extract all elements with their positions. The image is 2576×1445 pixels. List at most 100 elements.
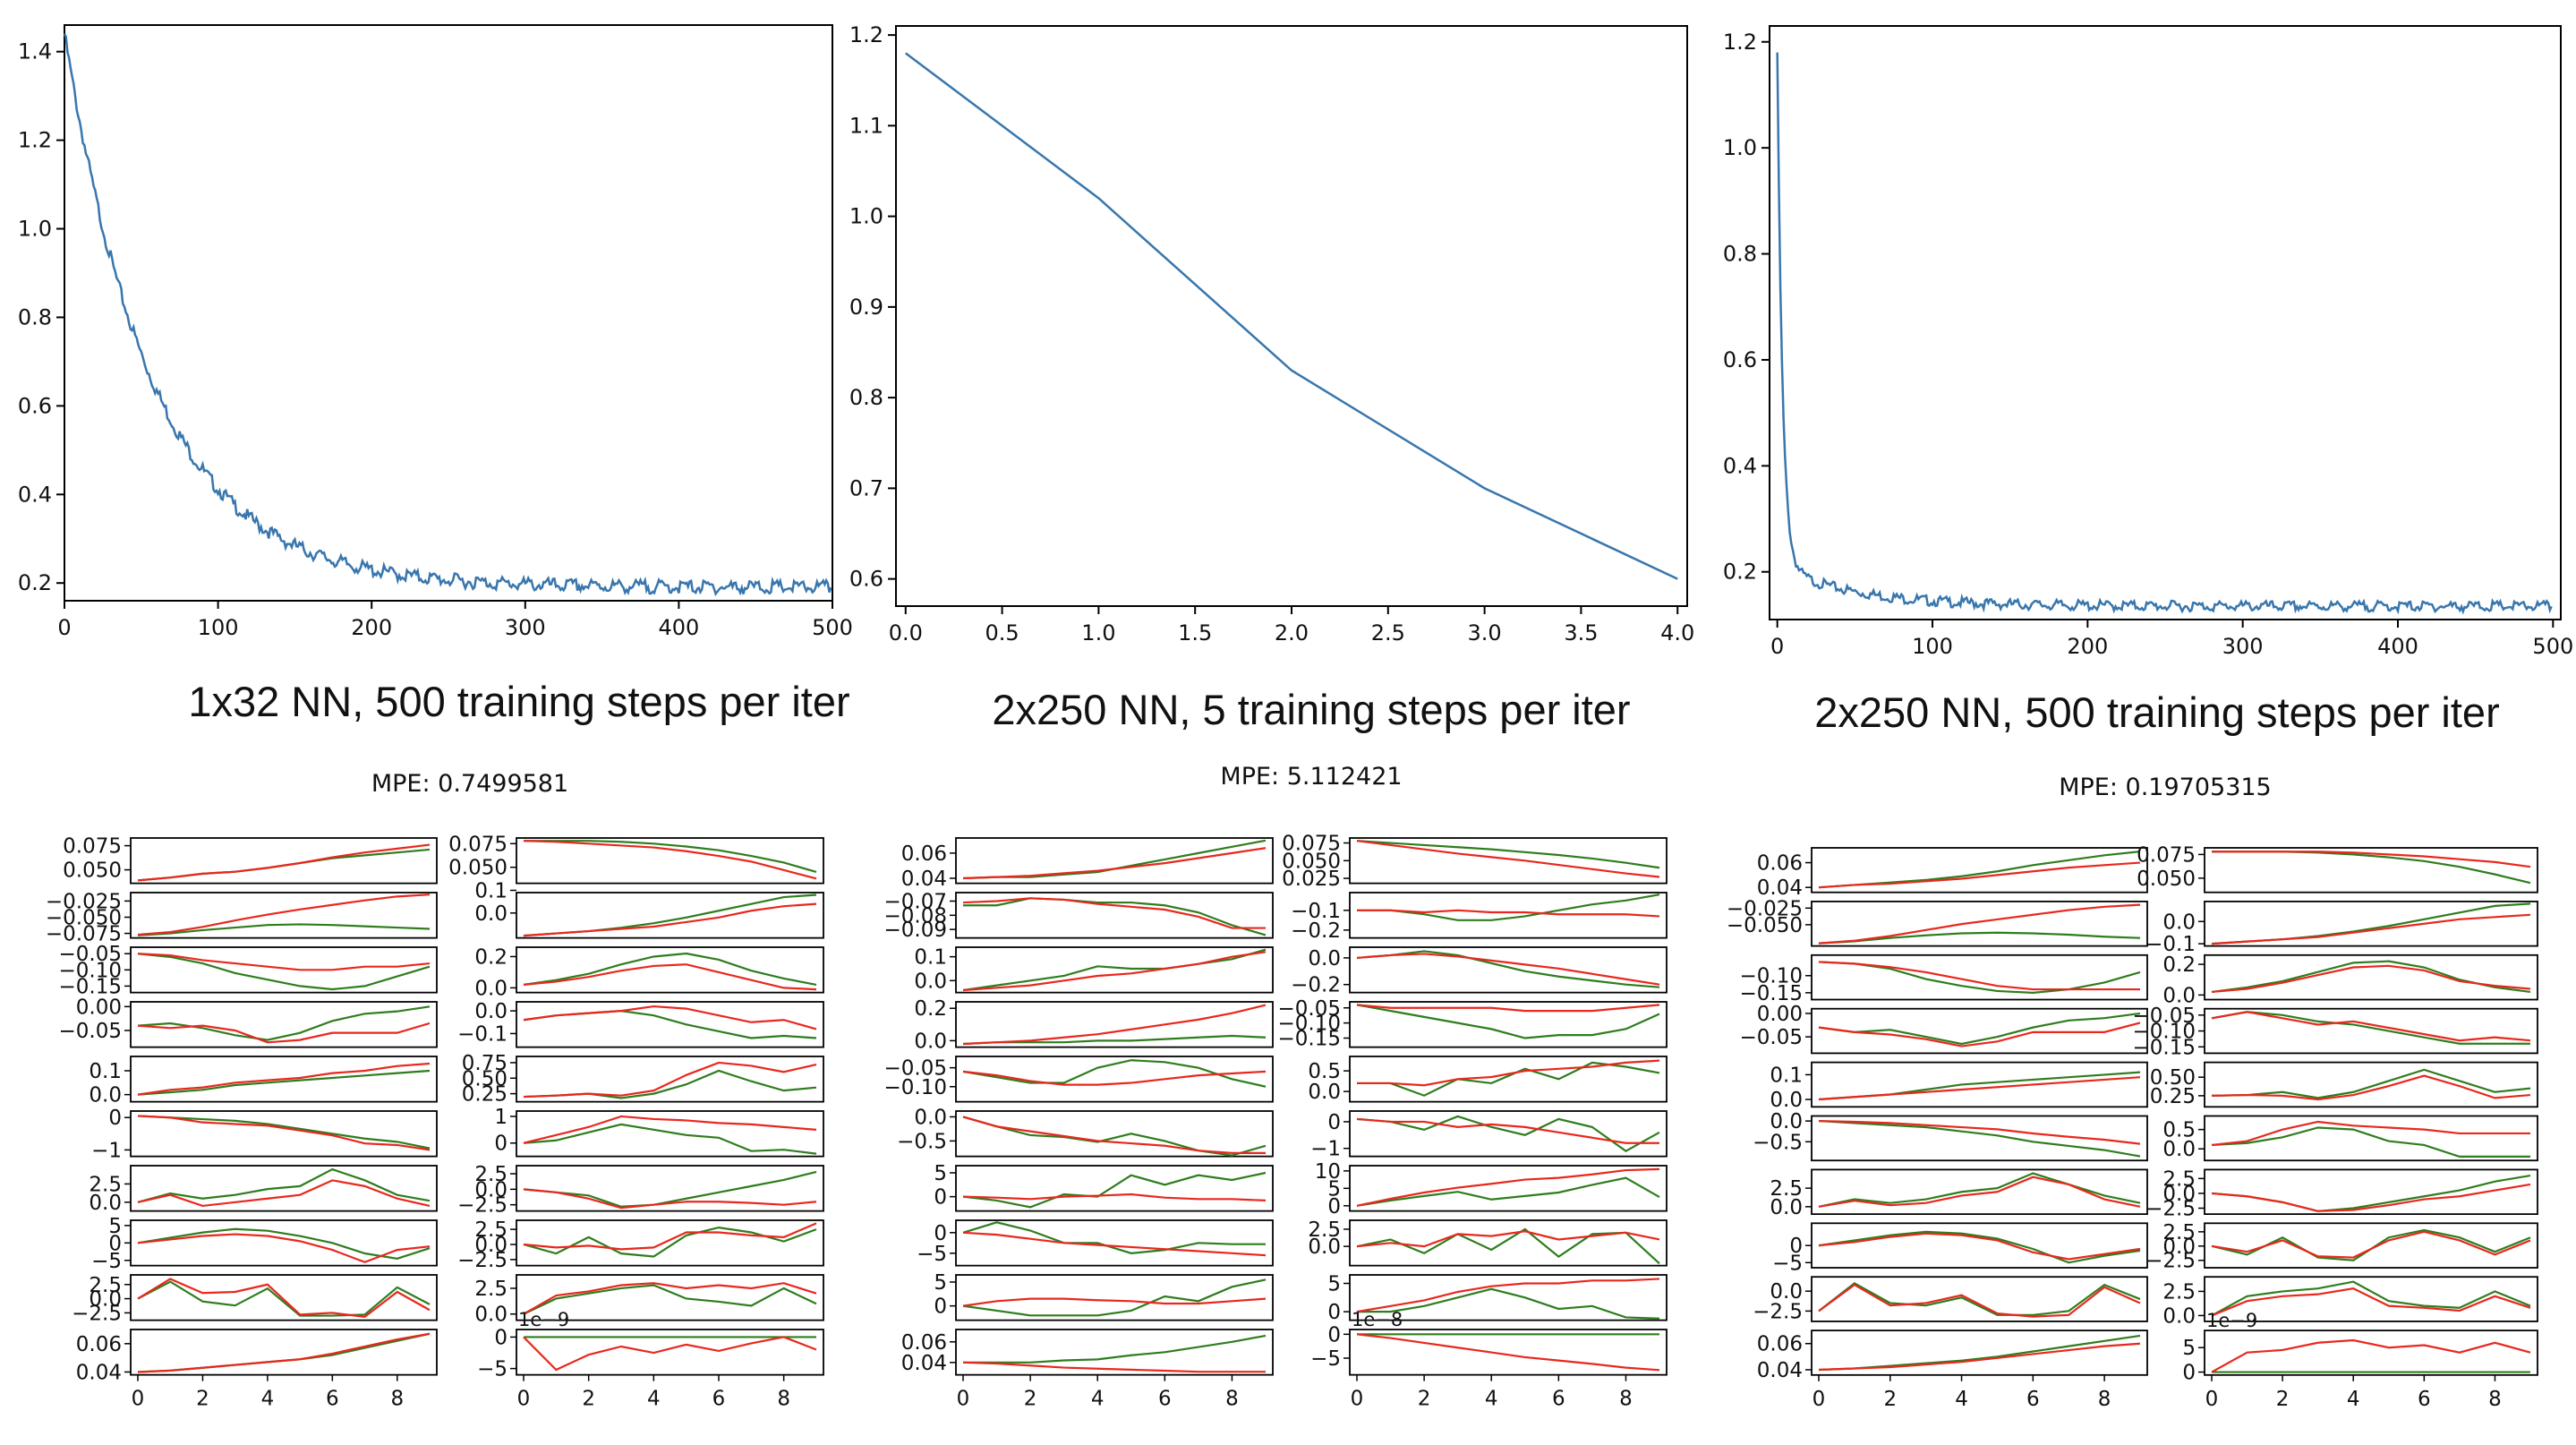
y-tick-label: 0.25 (462, 1083, 508, 1107)
y-tick-label: −1 (91, 1139, 122, 1162)
plot-frame (64, 24, 833, 602)
x-tick-label: 4 (261, 1388, 275, 1411)
red-series-line (2212, 851, 2531, 868)
red-series-line (2211, 1011, 2531, 1042)
green-series-line (1356, 1115, 1660, 1152)
subplot-r8-c2: −2.50.02.5 (457, 1218, 824, 1272)
subplot-r5-c1: 0.00.1 (1770, 1061, 2148, 1112)
x-tick-label: 0 (1770, 634, 1784, 659)
red-series-line (2211, 913, 2531, 945)
subplot-r7-c2: −2.50.02.5 (2145, 1167, 2538, 1220)
green-series-line (137, 923, 431, 936)
y-tick-label: −0.5 (1753, 1131, 1803, 1154)
loss-line (905, 52, 1678, 580)
y-tick-label: 0.075 (2137, 843, 2196, 867)
red-series-line (962, 1361, 1266, 1373)
y-tick-label: 0.0 (2162, 1236, 2196, 1259)
y-tick-label: −2.5 (2145, 1250, 2196, 1273)
green-series-line (137, 1005, 431, 1041)
subplot-frame (516, 1001, 824, 1048)
red-series-line (1818, 961, 2140, 991)
y-tick-label: 1.0 (849, 204, 883, 229)
x-tick-label: 0 (132, 1388, 145, 1411)
y-tick-label: 0.04 (1757, 1359, 1803, 1382)
y-tick-label: 0.5 (1308, 1060, 1341, 1083)
subplot-frame (1811, 1222, 2148, 1269)
y-tick-label: 0.0 (914, 970, 947, 993)
subplot-r7-c1: 0.02.5 (1770, 1168, 2148, 1219)
y-tick-label: 1.2 (18, 128, 52, 153)
y-tick-label: −0.050 (46, 906, 122, 929)
red-series-line (1356, 1230, 1660, 1248)
green-series-line (137, 1280, 431, 1317)
x-tick-label: 0.5 (985, 620, 1019, 646)
subplot-r4-c1: 0.00.2 (914, 997, 1274, 1053)
subplot-frame (130, 1329, 438, 1376)
scale-label: 1e−8 (1352, 1309, 1403, 1330)
green-series-line (1818, 961, 2141, 994)
y-tick-label: 0.0 (1770, 1089, 1803, 1112)
green-series-line (962, 1278, 1267, 1317)
y-tick-label: −5 (477, 1358, 508, 1381)
red-series-line (1818, 861, 2141, 889)
red-series-line (137, 1062, 431, 1096)
x-tick-label: 200 (2067, 634, 2108, 659)
subplot-frame (1349, 1329, 1668, 1376)
y-tick-label: 0.0 (474, 1178, 508, 1201)
y-tick-label: −0.1 (1291, 900, 1341, 923)
x-tick-label: 0 (57, 615, 71, 640)
loss-line (1776, 52, 2553, 615)
red-series-line (962, 1070, 1267, 1086)
y-tick-label: 0.0 (474, 1000, 508, 1023)
subplot-frame (955, 946, 1274, 994)
green-series-line (1356, 1004, 1660, 1039)
y-tick-label: 0.075 (448, 833, 508, 856)
subplot-frame (2204, 1276, 2538, 1322)
subplot-r10-c2: −5 0 1e−9 0 2 4 6 8 (477, 1309, 824, 1411)
red-series-line (2211, 1287, 2531, 1317)
y-tick-label: 1.4 (18, 39, 52, 64)
y-tick-label: −5 (917, 1243, 947, 1266)
y-tick-label: 5 (934, 1271, 947, 1295)
subplot-r6-c2: −10 (1310, 1110, 1668, 1161)
y-tick-label: 0.9 (849, 295, 883, 320)
subplot-frame (2204, 1007, 2538, 1055)
red-series-line (1356, 1004, 1660, 1013)
x-tick-label: 0 (2205, 1388, 2219, 1411)
subplot-r9-c2: 0.02.5 (2162, 1276, 2538, 1328)
y-tick-label: −0.1 (2145, 933, 2196, 956)
red-series-line (1818, 1119, 2141, 1145)
x-tick-label: 4 (1091, 1388, 1105, 1411)
y-tick-label: 0 (1327, 1195, 1341, 1218)
subplot-frame (955, 837, 1274, 885)
red-series-line (1818, 903, 2141, 945)
red-series-line (2211, 1183, 2531, 1212)
y-tick-label: 0.04 (76, 1361, 122, 1384)
y-tick-label: 1.0 (18, 217, 52, 242)
y-tick-label: 0.6 (18, 393, 52, 418)
red-series-line (523, 1005, 817, 1030)
green-series-line (137, 1332, 431, 1373)
green-series-line (962, 1221, 1266, 1254)
subplot-r8-c1: −50 (1772, 1222, 2148, 1275)
y-tick-label: 0 (108, 1232, 122, 1255)
subplot-r2-c2: −0.2−0.1 (1291, 892, 1668, 943)
x-tick-label: 0.0 (889, 620, 923, 646)
subplot-r5-c1: 0.00.1 (89, 1056, 438, 1107)
subplot-r4-c2: −0.15−0.10−0.05 (2133, 1005, 2538, 1059)
y-tick-label: 0.04 (1757, 876, 1803, 900)
green-series-line (523, 1226, 817, 1258)
subplot-frame (1349, 892, 1668, 939)
red-series-line (137, 894, 431, 936)
subplot-frame (955, 1056, 1274, 1103)
y-tick-label: 2.5 (1308, 1218, 1341, 1242)
x-tick-label: 500 (2532, 634, 2573, 659)
green-series-line (963, 1334, 1267, 1364)
mpe-label-set-1: MPE: 0.7499581 (371, 770, 569, 798)
green-series-line (2212, 851, 2531, 885)
red-series-line (2211, 1230, 2531, 1259)
x-tick-label: 6 (712, 1388, 726, 1411)
red-series-line (137, 953, 431, 971)
